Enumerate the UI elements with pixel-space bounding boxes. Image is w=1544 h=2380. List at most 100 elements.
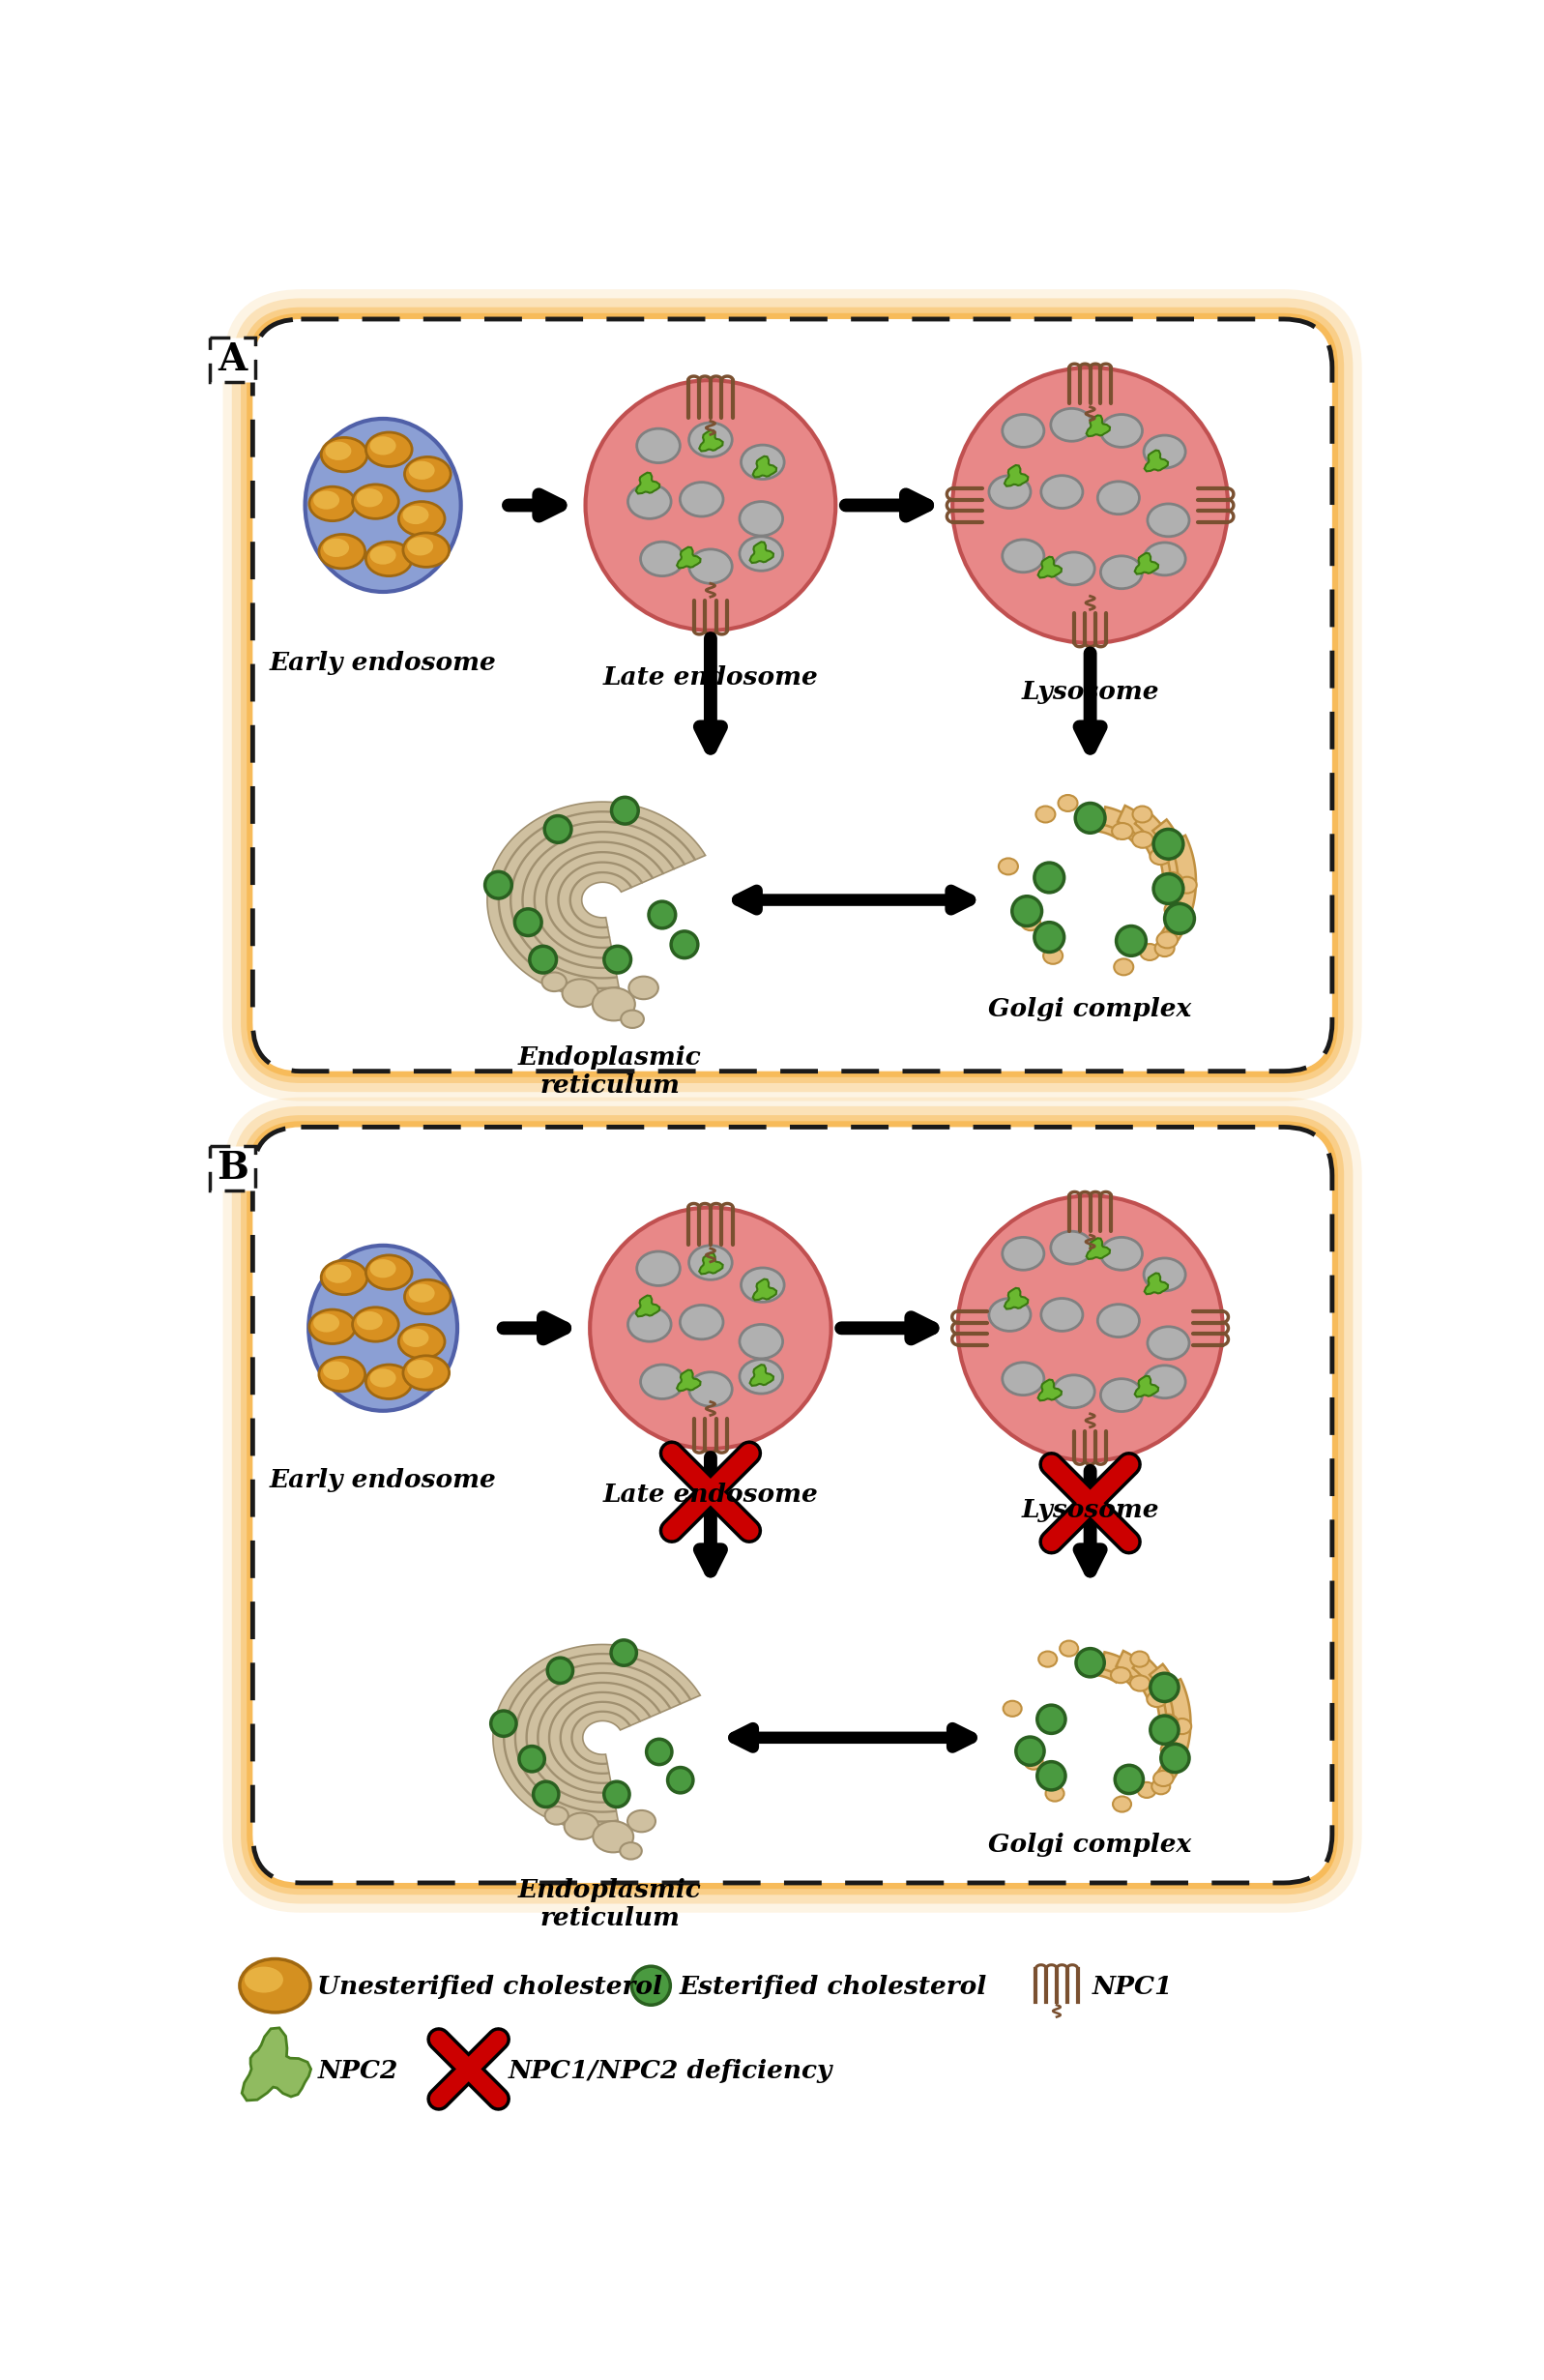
Ellipse shape — [1113, 1797, 1132, 1811]
Polygon shape — [493, 1645, 701, 1830]
Ellipse shape — [371, 436, 395, 455]
Ellipse shape — [321, 438, 367, 471]
Polygon shape — [550, 1692, 650, 1783]
Text: Lysosome: Lysosome — [1021, 1497, 1160, 1523]
Circle shape — [1076, 1649, 1104, 1678]
Ellipse shape — [1164, 902, 1186, 919]
Ellipse shape — [357, 1311, 383, 1330]
Ellipse shape — [409, 1283, 435, 1302]
Ellipse shape — [320, 1357, 364, 1392]
Polygon shape — [1102, 807, 1150, 845]
Polygon shape — [560, 1702, 639, 1773]
Ellipse shape — [309, 1309, 355, 1345]
Ellipse shape — [593, 1821, 633, 1852]
FancyBboxPatch shape — [253, 1128, 1332, 1883]
Ellipse shape — [953, 367, 1227, 643]
Text: Lysosome: Lysosome — [1021, 681, 1160, 704]
Circle shape — [491, 1711, 516, 1737]
Ellipse shape — [545, 1806, 568, 1825]
Ellipse shape — [590, 1207, 831, 1449]
FancyBboxPatch shape — [253, 319, 1332, 1071]
Ellipse shape — [371, 1259, 395, 1278]
Ellipse shape — [636, 1252, 679, 1285]
Ellipse shape — [398, 502, 445, 536]
Ellipse shape — [1161, 873, 1183, 888]
Ellipse shape — [326, 443, 352, 459]
Ellipse shape — [740, 1359, 783, 1395]
Ellipse shape — [1144, 1366, 1186, 1397]
Circle shape — [1034, 923, 1064, 952]
Text: Golgi complex: Golgi complex — [988, 1833, 1192, 1856]
Polygon shape — [1101, 1652, 1147, 1687]
Ellipse shape — [689, 1371, 732, 1407]
Ellipse shape — [313, 1314, 340, 1333]
Ellipse shape — [371, 545, 395, 564]
Ellipse shape — [1144, 436, 1186, 469]
Polygon shape — [636, 474, 659, 493]
FancyBboxPatch shape — [222, 1097, 1362, 1914]
Text: A: A — [218, 343, 247, 378]
Polygon shape — [1089, 1659, 1126, 1683]
Ellipse shape — [1004, 1702, 1022, 1716]
Ellipse shape — [1110, 1668, 1130, 1683]
FancyBboxPatch shape — [210, 1145, 255, 1190]
Ellipse shape — [309, 1245, 457, 1411]
Ellipse shape — [309, 486, 355, 521]
Polygon shape — [1005, 464, 1028, 486]
Polygon shape — [571, 873, 631, 928]
Polygon shape — [1150, 1664, 1184, 1752]
Polygon shape — [534, 843, 662, 957]
Ellipse shape — [306, 419, 460, 593]
Ellipse shape — [1002, 1361, 1044, 1395]
Ellipse shape — [1112, 823, 1133, 840]
Polygon shape — [1144, 450, 1167, 471]
Ellipse shape — [323, 538, 349, 557]
Polygon shape — [1133, 1654, 1177, 1723]
Ellipse shape — [366, 1364, 412, 1399]
Circle shape — [530, 947, 556, 973]
Polygon shape — [505, 1654, 690, 1821]
Ellipse shape — [564, 1814, 599, 1840]
Text: Unesterified cholesterol: Unesterified cholesterol — [318, 1975, 662, 1999]
Polygon shape — [488, 802, 706, 997]
Circle shape — [604, 947, 631, 973]
Circle shape — [1016, 1737, 1044, 1766]
Ellipse shape — [627, 1811, 656, 1833]
Circle shape — [533, 1783, 559, 1806]
Ellipse shape — [641, 543, 684, 576]
Circle shape — [1150, 1716, 1178, 1745]
Polygon shape — [499, 812, 695, 988]
Ellipse shape — [405, 457, 451, 490]
Ellipse shape — [740, 1323, 783, 1359]
Ellipse shape — [403, 505, 429, 524]
Ellipse shape — [357, 488, 383, 507]
Text: Endoplasmic
reticulum: Endoplasmic reticulum — [519, 1045, 703, 1097]
Polygon shape — [1160, 835, 1197, 945]
Ellipse shape — [320, 536, 364, 569]
Circle shape — [1161, 1745, 1189, 1773]
Ellipse shape — [321, 1261, 367, 1295]
Circle shape — [672, 931, 698, 959]
Ellipse shape — [352, 1307, 398, 1342]
Circle shape — [667, 1768, 693, 1792]
Polygon shape — [1005, 1288, 1028, 1309]
Ellipse shape — [1115, 959, 1133, 976]
Ellipse shape — [366, 1254, 412, 1290]
Circle shape — [1153, 828, 1183, 859]
Ellipse shape — [999, 859, 1017, 873]
Ellipse shape — [408, 538, 434, 555]
Ellipse shape — [1101, 1378, 1143, 1411]
Polygon shape — [573, 1711, 630, 1764]
Circle shape — [631, 1966, 670, 2004]
Ellipse shape — [1098, 1304, 1139, 1338]
Polygon shape — [750, 543, 774, 564]
Ellipse shape — [1133, 807, 1152, 823]
Ellipse shape — [990, 1299, 1031, 1330]
Polygon shape — [511, 821, 684, 978]
Ellipse shape — [323, 1361, 349, 1380]
Ellipse shape — [741, 1269, 784, 1302]
Ellipse shape — [1155, 940, 1175, 957]
Text: Early endosome: Early endosome — [270, 1468, 497, 1492]
Ellipse shape — [1058, 795, 1078, 812]
Ellipse shape — [1041, 476, 1082, 509]
